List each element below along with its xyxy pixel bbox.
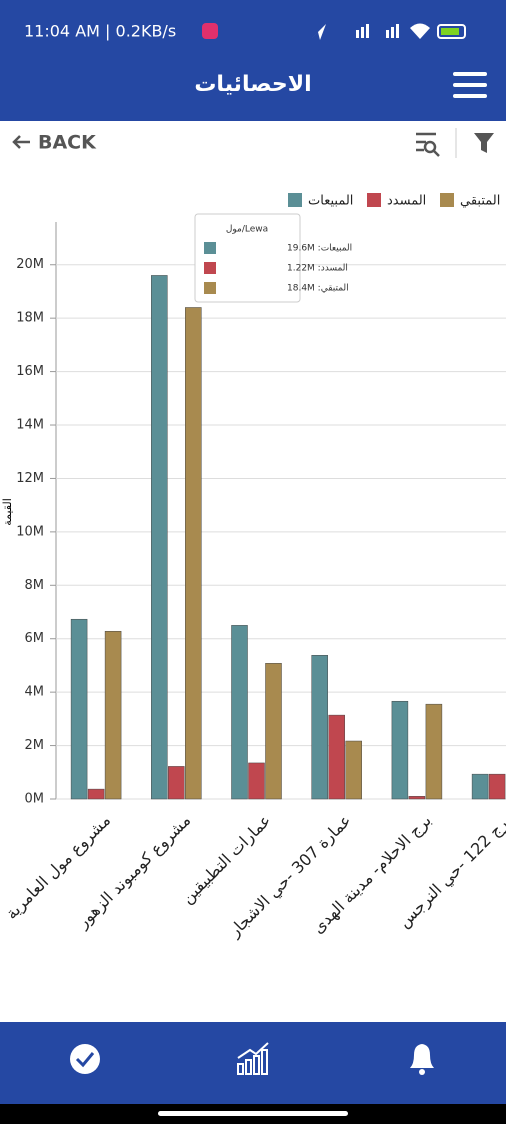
legend-swatch — [288, 193, 302, 207]
filter-icon[interactable] — [474, 133, 494, 153]
y-tick-label: 16M — [16, 364, 44, 379]
legend-label: المتبقي — [460, 194, 500, 209]
nav-statistics[interactable] — [237, 1042, 269, 1075]
y-tick-label: 4M — [25, 685, 45, 700]
nav-approve[interactable] — [70, 1044, 100, 1074]
menu-button[interactable] — [453, 72, 487, 98]
tooltip-swatch — [204, 262, 216, 274]
bar — [151, 275, 168, 800]
bar — [104, 630, 122, 800]
bar — [328, 714, 345, 800]
bar — [345, 740, 362, 800]
legend-label: المسدد — [387, 194, 426, 209]
y-tick-label: 10M — [16, 524, 44, 539]
tooltip-item: المسدد: 1.22M — [287, 264, 348, 274]
bar — [311, 655, 328, 800]
bar — [408, 796, 426, 800]
bar — [185, 307, 202, 800]
y-tick-label: 12M — [16, 471, 44, 486]
bar — [488, 773, 506, 800]
bar — [248, 762, 265, 800]
back-button[interactable]: BACK — [12, 132, 97, 154]
page-title: الاحصائيات — [194, 72, 311, 97]
bar — [425, 703, 443, 800]
bar — [265, 663, 282, 800]
y-tick-label: 6M — [25, 631, 45, 646]
tooltip-swatch — [204, 282, 216, 294]
back-label[interactable]: BACK — [38, 132, 97, 154]
tooltip-swatch — [204, 242, 216, 254]
y-tick-label: 18M — [16, 311, 44, 326]
y-tick-label: 20M — [16, 257, 44, 272]
y-axis-label: القيمة — [1, 498, 14, 526]
legend-label: المبيعات — [308, 194, 353, 209]
status-icons — [312, 23, 466, 40]
y-tick-label: 0M — [25, 792, 45, 807]
bar — [168, 766, 185, 800]
chart: 0M2M4M6M8M10M12M14M16M18M20Mالقيمةمشروع … — [1, 193, 506, 942]
search-filter-icon[interactable] — [416, 132, 440, 157]
instagram-icon — [202, 23, 218, 39]
bar — [87, 788, 105, 800]
bar — [391, 700, 409, 800]
nav-notifications[interactable] — [410, 1044, 434, 1075]
tooltip — [194, 213, 301, 303]
y-tick-label: 8M — [25, 578, 45, 593]
bar — [70, 618, 88, 800]
tooltip-item: المتبقي: 18.4M — [287, 284, 349, 294]
home-indicator[interactable] — [158, 1111, 348, 1116]
bar — [231, 625, 248, 800]
status-time: 11:04 AM | 0.2KB/s — [24, 22, 176, 41]
tooltip-title: مول/Lewa — [226, 225, 268, 235]
app-bar — [0, 0, 506, 121]
legend-swatch — [440, 193, 454, 207]
tooltip-item: المبيعات: 19.6M — [287, 244, 352, 254]
y-tick-label: 2M — [25, 738, 45, 753]
legend-swatch — [367, 193, 381, 207]
y-tick-label: 14M — [16, 418, 44, 433]
bar — [471, 773, 489, 800]
